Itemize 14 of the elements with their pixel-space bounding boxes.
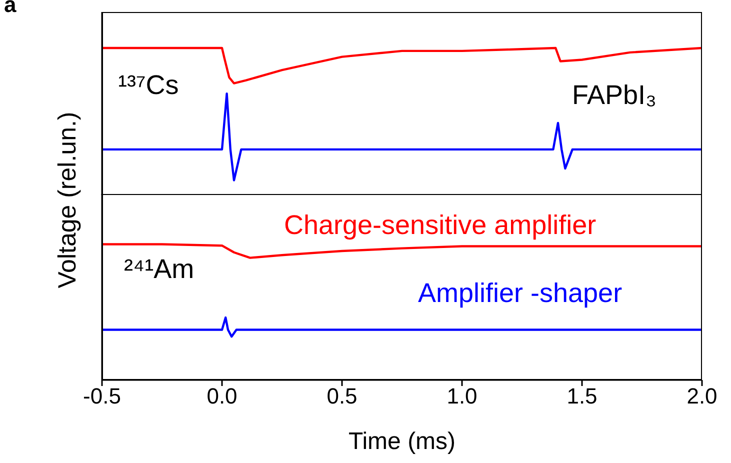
x-tick-label: -0.5 (83, 384, 121, 409)
x-tick-label: 0.0 (206, 384, 238, 409)
annotation: ¹³⁷Cs (118, 70, 179, 101)
x-tick-label: 0.5 (326, 384, 358, 409)
annotation: ²⁴¹Am (124, 254, 194, 285)
x-axis-title: Time (ms) (348, 428, 456, 455)
y-axis-title: Voltage (rel.un.) (54, 112, 82, 288)
x-tick-label: 1.0 (446, 384, 478, 409)
annotation: FAPbI₃ (572, 80, 657, 111)
chart-title: a (4, 0, 16, 18)
series-label: Amplifier -shaper (418, 278, 622, 309)
series-label: Charge-sensitive amplifier (284, 210, 596, 241)
x-tick-label: 2.0 (686, 384, 718, 409)
x-tick-label: 1.5 (566, 384, 598, 409)
